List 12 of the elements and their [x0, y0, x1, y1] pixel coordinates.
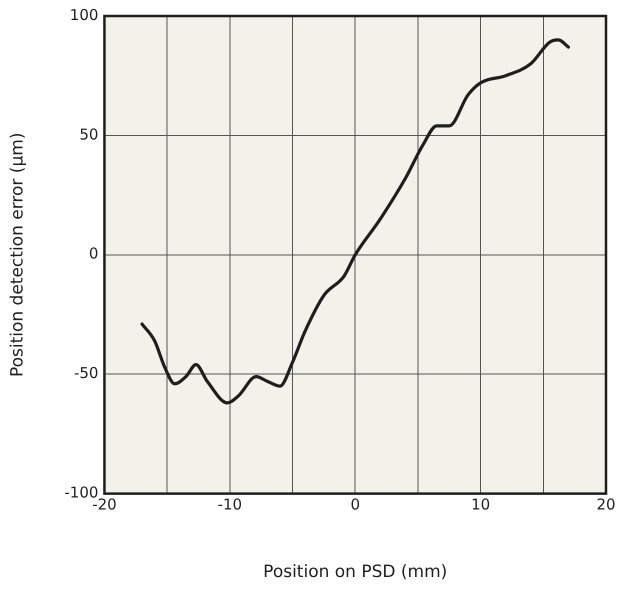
- line-series: [140, 38, 570, 404]
- y-tick-label: -100: [64, 483, 98, 502]
- x-tick-label: 0: [350, 495, 360, 514]
- y-axis-title: Position detection error (µm): [8, 132, 28, 378]
- y-tick-label: 100: [70, 6, 98, 24]
- x-tick-label: 20: [596, 495, 616, 514]
- x-axis-title: Position on PSD (mm): [263, 562, 448, 582]
- y-tick-label: 0: [88, 244, 98, 263]
- y-tick-label: 50: [79, 125, 98, 144]
- y-tick-label: -50: [74, 364, 98, 382]
- x-tick-label: -10: [218, 495, 242, 514]
- x-tick-label: 10: [471, 495, 490, 514]
